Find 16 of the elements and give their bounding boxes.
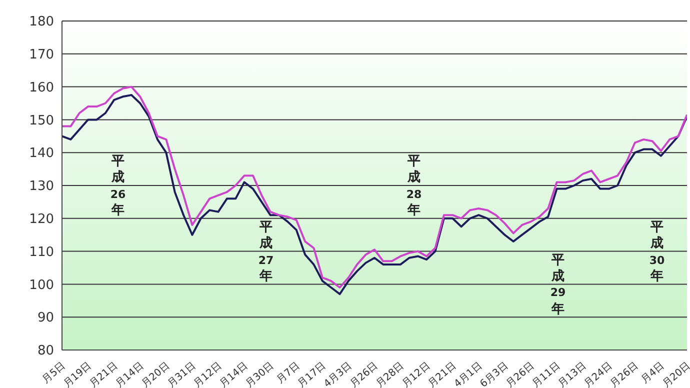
y-tick-label: 180 [29, 14, 54, 30]
y-tick-label: 150 [29, 113, 54, 128]
annotation: 平成30年 [648, 220, 666, 286]
y-tick-label: 140 [29, 146, 54, 162]
y-tick-label: 80 [37, 344, 54, 359]
y-tick-label: 90 [37, 310, 54, 326]
y-tick-label: 130 [29, 179, 54, 194]
annotation: 平成27年 [257, 220, 275, 286]
annotation: 平成26年 [109, 154, 127, 220]
y-tick-label: 170 [29, 48, 54, 63]
y-tick-label: 110 [29, 244, 54, 260]
y-tick-label: 120 [29, 212, 54, 228]
annotation: 平成29年 [549, 252, 567, 318]
y-tick-label: 160 [29, 80, 54, 96]
y-tick-label: 100 [29, 278, 54, 293]
annotation: 平成28年 [405, 154, 423, 220]
